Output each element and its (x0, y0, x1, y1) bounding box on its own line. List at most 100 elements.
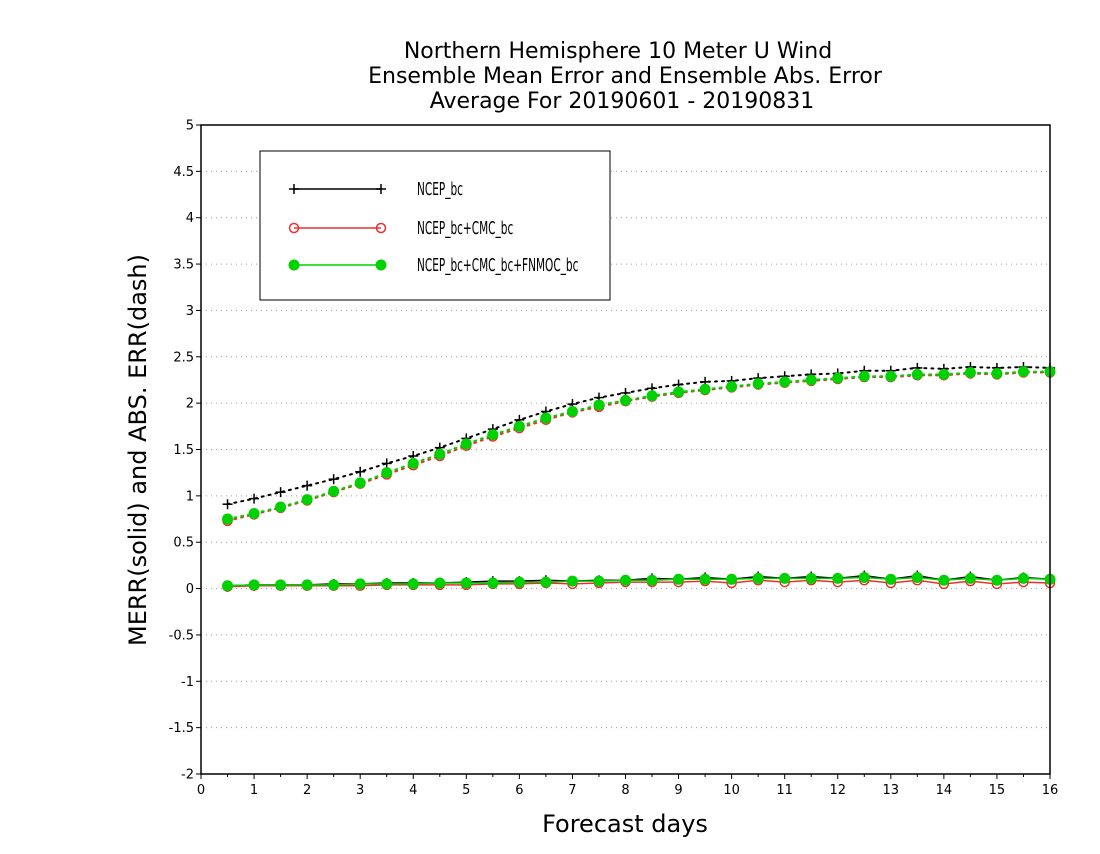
abs-err-point (699, 383, 711, 395)
y-tick-label: 1.5 (173, 443, 194, 458)
abs-err-point (540, 412, 552, 424)
y-tick-label: 5 (186, 119, 194, 134)
legend-label: NCEP_bc+CMC_bc+FNMOC_bc (417, 254, 578, 277)
x-tick-label: 0 (197, 783, 205, 798)
abs-err-point (407, 457, 419, 469)
legend-item-1: NCEP_bc+CMC_bc (288, 217, 513, 240)
series-1 (222, 367, 1056, 592)
abs-err-point (673, 386, 685, 398)
x-tick-label: 9 (674, 783, 682, 798)
x-tick-label: 11 (776, 783, 793, 798)
x-tick-label: 15 (989, 783, 1006, 798)
x-tick-label: 7 (568, 783, 576, 798)
y-tick-label: 2 (186, 397, 194, 412)
mean-err-point (222, 580, 234, 592)
mean-err-point (911, 571, 923, 583)
legend-marker (289, 184, 299, 194)
x-tick-label: 1 (250, 783, 258, 798)
series-0 (222, 361, 1055, 591)
y-tick-label: 3.5 (173, 258, 194, 273)
mean-err-point (646, 574, 658, 586)
y-tick-label: -1 (181, 675, 194, 690)
legend-marker (288, 222, 300, 234)
legend-label: NCEP_bc+CMC_bc (417, 217, 513, 240)
y-axis-title: MERR(solid) and ABS. ERR(dash) (124, 254, 152, 646)
abs-err-point (434, 448, 446, 460)
abs-err-point (752, 378, 764, 390)
mean-err-point (779, 572, 791, 584)
y-tick-label: 1 (186, 489, 194, 504)
abs-err-point (646, 390, 658, 402)
abs-err-point (620, 394, 631, 406)
mean-err-point (991, 574, 1003, 586)
series-2 (222, 366, 1056, 592)
abs-err-point (991, 367, 1003, 379)
abs-err-dashed-line (226, 365, 1051, 506)
mean-err-point (726, 573, 738, 585)
x-axis-title: Forecast days (542, 810, 708, 838)
y-tick-label: -2 (181, 768, 194, 783)
y-tick-label: 2.5 (173, 350, 194, 365)
mean-err-point (752, 572, 764, 584)
legend-item-0: NCEP_bc (289, 178, 463, 201)
mean-err-point (964, 572, 976, 584)
abs-err-dashed-line (226, 370, 1051, 521)
legend-label: NCEP_bc (417, 178, 463, 201)
abs-err-point (248, 507, 260, 519)
mean-err-point (858, 571, 870, 583)
x-tick-label: 4 (409, 783, 417, 798)
x-tick-label: 5 (462, 783, 470, 798)
mean-err-point (1017, 572, 1029, 584)
abs-err-point (938, 368, 950, 380)
legend-marker (375, 259, 387, 271)
mean-err-point (593, 575, 605, 587)
abs-err-dashed-line (226, 371, 1051, 522)
mean-err-point (354, 578, 366, 590)
x-tick-label: 8 (621, 783, 629, 798)
abs-err-point (964, 367, 976, 379)
mean-err-point (460, 577, 472, 589)
mean-err-point (301, 579, 313, 591)
abs-err-point (249, 493, 260, 504)
mean-err-point (540, 576, 552, 588)
mean-err-point (248, 579, 260, 591)
mean-err-point (328, 579, 340, 591)
mean-err-point (275, 579, 287, 591)
legend-item-2: NCEP_bc+CMC_bc+FNMOC_bc (288, 254, 578, 277)
abs-err-point (222, 499, 233, 510)
mean-err-point (673, 573, 685, 585)
abs-err-point (460, 438, 472, 450)
mean-err-point (566, 575, 578, 587)
mean-err-point (620, 574, 631, 586)
abs-err-point (858, 370, 870, 382)
abs-err-point (911, 368, 923, 380)
abs-err-point (381, 467, 393, 479)
abs-err-point (885, 370, 897, 382)
x-tick-label: 2 (303, 783, 311, 798)
mean-err-point (885, 573, 897, 585)
abs-err-point (381, 458, 392, 469)
abs-err-point (275, 501, 287, 513)
y-tick-label: -1.5 (169, 721, 194, 736)
chart-title-line-1: Northern Hemisphere 10 Meter U Wind (404, 39, 832, 64)
abs-err-point (275, 487, 286, 498)
abs-err-point (566, 405, 578, 417)
mean-err-point (513, 576, 525, 588)
mean-err-point (434, 577, 446, 589)
mean-err-point (407, 578, 419, 590)
x-tick-label: 3 (356, 783, 364, 798)
abs-err-point (355, 466, 366, 477)
abs-err-point (301, 494, 313, 506)
y-tick-label: 3 (186, 304, 194, 319)
x-axis: 0 1 2 3 4 5 6 7 8 9 10 11 12 13 14 15 16 (197, 774, 1058, 798)
abs-err-point (513, 420, 525, 432)
abs-err-point (328, 485, 340, 497)
abs-err-point (832, 372, 844, 384)
mean-err-point (487, 577, 499, 589)
chart-title: Northern Hemisphere 10 Meter U Wind Ense… (368, 39, 883, 114)
legend-marker (375, 222, 387, 234)
legend-marker (376, 184, 386, 194)
abs-err-point (1017, 366, 1029, 378)
y-tick-label: 4.5 (173, 165, 194, 180)
